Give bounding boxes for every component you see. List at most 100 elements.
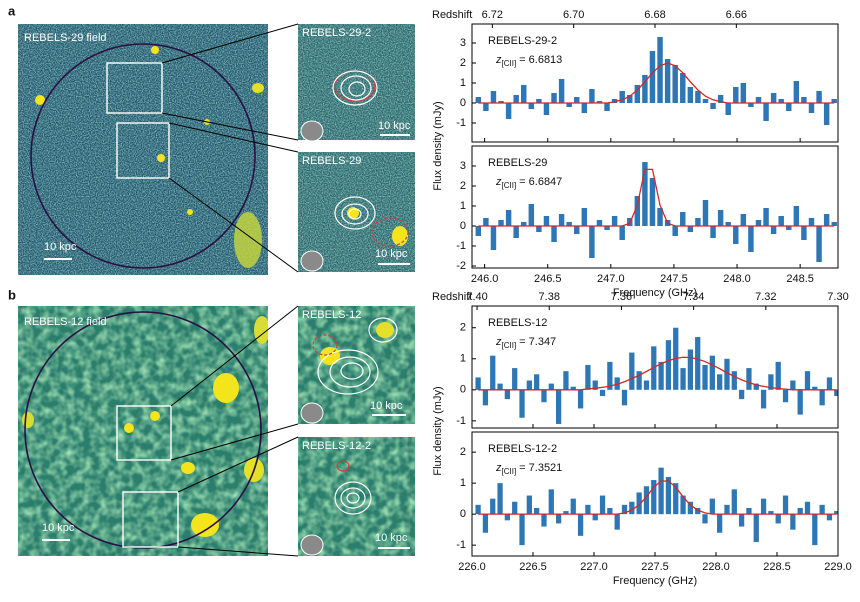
bar	[808, 218, 815, 226]
bar	[695, 91, 701, 103]
bar	[801, 97, 807, 103]
bar	[563, 371, 569, 390]
bar	[695, 218, 701, 226]
y-tick-label: 2	[460, 322, 466, 334]
bar	[657, 37, 663, 103]
bar	[760, 498, 767, 515]
x-tick-label: 227.0	[580, 561, 608, 573]
bar	[555, 514, 562, 524]
source	[191, 513, 219, 537]
bar	[717, 374, 723, 390]
x-tick-label: 247.5	[660, 273, 688, 285]
bar	[702, 200, 709, 226]
bar	[793, 206, 800, 226]
bar	[760, 389, 767, 409]
connector	[161, 23, 299, 64]
y-tick-label: -1	[456, 539, 466, 551]
bar	[534, 374, 540, 390]
bar	[558, 214, 565, 226]
contour	[329, 356, 371, 388]
bar	[702, 364, 708, 390]
source	[35, 95, 45, 105]
bar	[636, 371, 642, 390]
bar	[710, 226, 716, 238]
inset-image: REBELS-29 10 kpc	[298, 152, 415, 272]
source	[157, 154, 165, 162]
bar	[642, 75, 648, 103]
bar	[649, 178, 656, 226]
bar	[585, 504, 591, 515]
panel-label: a	[8, 3, 16, 18]
contour	[341, 203, 369, 225]
bar	[831, 222, 837, 226]
contour	[340, 75, 372, 101]
bar	[770, 226, 777, 234]
scale-label: 10 kpc	[375, 532, 408, 544]
bar	[804, 501, 811, 515]
zoom-box	[106, 62, 163, 114]
scale-label: 10 kpc	[42, 522, 75, 534]
bar	[528, 103, 535, 109]
redshift-value: = 7.3521	[519, 462, 562, 474]
bar	[585, 364, 591, 390]
plot-frame	[471, 431, 839, 557]
scale-label: 10 kpc	[44, 241, 77, 253]
bar	[504, 514, 511, 521]
bar	[763, 103, 769, 121]
bar	[599, 495, 606, 515]
redshift-symbol: z	[495, 462, 502, 474]
x-tick-label: 226.0	[458, 561, 486, 573]
bar	[804, 371, 811, 390]
inset-image: REBELS-29-2 10 kpc	[298, 24, 415, 142]
bar	[483, 218, 489, 226]
x-tick-label: 248.0	[723, 273, 751, 285]
bar	[797, 507, 803, 515]
bar	[763, 208, 769, 226]
inset-image: REBELS-12 10 kpc	[298, 306, 415, 424]
x-tick-label: 228.0	[702, 561, 730, 573]
field-image	[18, 306, 268, 556]
source	[124, 423, 134, 433]
bar	[665, 476, 672, 515]
scale-label: 10 kpc	[375, 248, 408, 260]
y-tick-label: -1	[456, 117, 466, 129]
bar	[521, 85, 527, 103]
bar	[812, 514, 818, 546]
beam	[300, 120, 324, 142]
bar	[748, 103, 754, 107]
bar	[596, 220, 603, 226]
bar	[526, 495, 532, 515]
bar	[555, 389, 562, 424]
annotation: REBELS-12	[488, 317, 547, 329]
bar	[570, 498, 576, 515]
bar	[717, 210, 724, 226]
bar	[768, 511, 774, 515]
beam	[300, 534, 324, 556]
bar	[664, 59, 671, 103]
connector	[161, 112, 299, 141]
bar	[634, 196, 641, 226]
bar	[589, 226, 595, 258]
panel-label: b	[8, 287, 16, 302]
bar	[504, 389, 511, 400]
bar	[753, 514, 759, 543]
x-tick-label: 246.5	[534, 273, 562, 285]
redshift-value: = 6.6813	[519, 54, 562, 66]
contour	[334, 481, 372, 515]
y-tick-label: 1	[460, 477, 466, 489]
bar	[627, 95, 633, 103]
bar	[823, 214, 830, 226]
bar	[702, 99, 709, 103]
inset-image: REBELS-12-2 10 kpc	[298, 437, 415, 556]
bar	[513, 95, 519, 103]
bar	[607, 507, 613, 515]
field-label: REBELS-12 field	[24, 316, 107, 328]
bar	[672, 65, 678, 103]
fit-line	[478, 168, 835, 227]
bar	[566, 222, 572, 226]
bar	[482, 514, 489, 533]
connector	[168, 177, 299, 273]
bar	[570, 386, 576, 390]
field-label: REBELS-29 field	[24, 32, 107, 44]
